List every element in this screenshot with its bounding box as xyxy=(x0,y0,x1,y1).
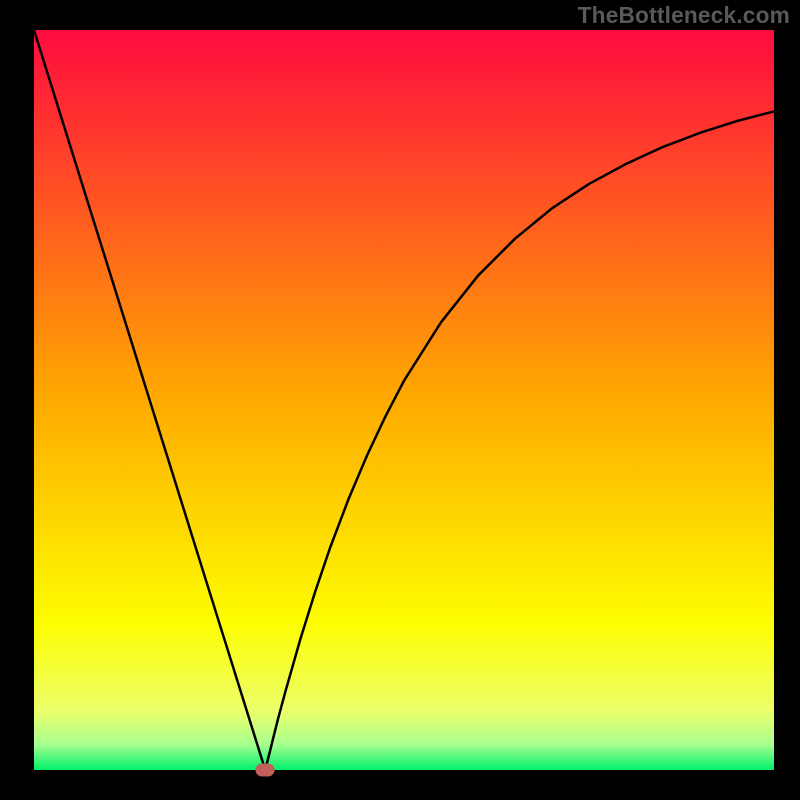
optimum-marker xyxy=(256,764,275,777)
watermark-text: TheBottleneck.com xyxy=(578,2,790,29)
plot-area xyxy=(34,30,774,770)
chart-container: TheBottleneck.com xyxy=(0,0,800,800)
bottleneck-curve xyxy=(34,30,774,770)
